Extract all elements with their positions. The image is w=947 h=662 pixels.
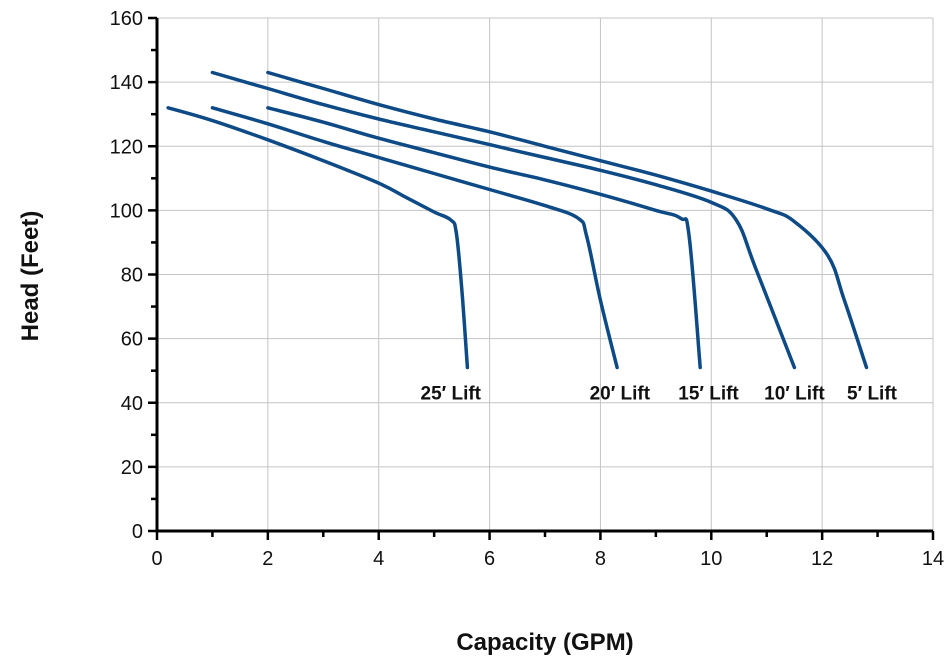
y-axis-title: Head (Feet)	[17, 211, 44, 342]
series-line-4	[266, 70, 869, 370]
x-axis-title: Capacity (GPM)	[456, 629, 633, 656]
x-tick-label: 6	[484, 548, 495, 570]
y-tick-label: 60	[121, 329, 143, 351]
y-tick-label: 0	[132, 521, 143, 543]
series-label-1: 20′ Lift	[590, 384, 651, 405]
series-label-2: 15′ Lift	[678, 384, 739, 405]
series-label-4: 5′ Lift	[847, 384, 898, 405]
series-lines	[166, 70, 869, 370]
series-line-0	[166, 106, 470, 370]
y-tick-label: 80	[121, 265, 143, 287]
y-tick-label: 40	[121, 393, 143, 415]
y-tick-label: 20	[121, 457, 143, 479]
x-tick-label: 4	[373, 548, 384, 570]
series-label-3: 10′ Lift	[764, 384, 825, 405]
y-tick-label: 160	[110, 8, 143, 30]
x-tick-label: 0	[151, 548, 162, 570]
y-tick-label: 140	[110, 72, 143, 94]
y-tick-label: 100	[110, 200, 143, 222]
series-line-1	[210, 106, 619, 370]
x-tick-label: 8	[595, 548, 606, 570]
series-label-0: 25′ Lift	[421, 384, 482, 405]
axes	[155, 18, 933, 533]
grid-lines	[157, 17, 934, 531]
x-tick-label: 10	[700, 548, 722, 570]
x-tick-label: 14	[922, 548, 944, 570]
x-tick-label: 12	[811, 548, 833, 570]
y-axis-ticks: 0 20 40 60 80 100 120 140 160	[110, 8, 157, 543]
x-axis-ticks: 0 2 4 6 8 10 12 14	[151, 531, 944, 570]
y-tick-label: 120	[110, 136, 143, 158]
series-line-2	[266, 106, 702, 370]
series-line-3	[210, 70, 797, 370]
series-labels: 25′ Lift 20′ Lift 15′ Lift 10′ Lift 5′ Lift	[421, 384, 898, 405]
x-tick-label: 2	[262, 548, 273, 570]
